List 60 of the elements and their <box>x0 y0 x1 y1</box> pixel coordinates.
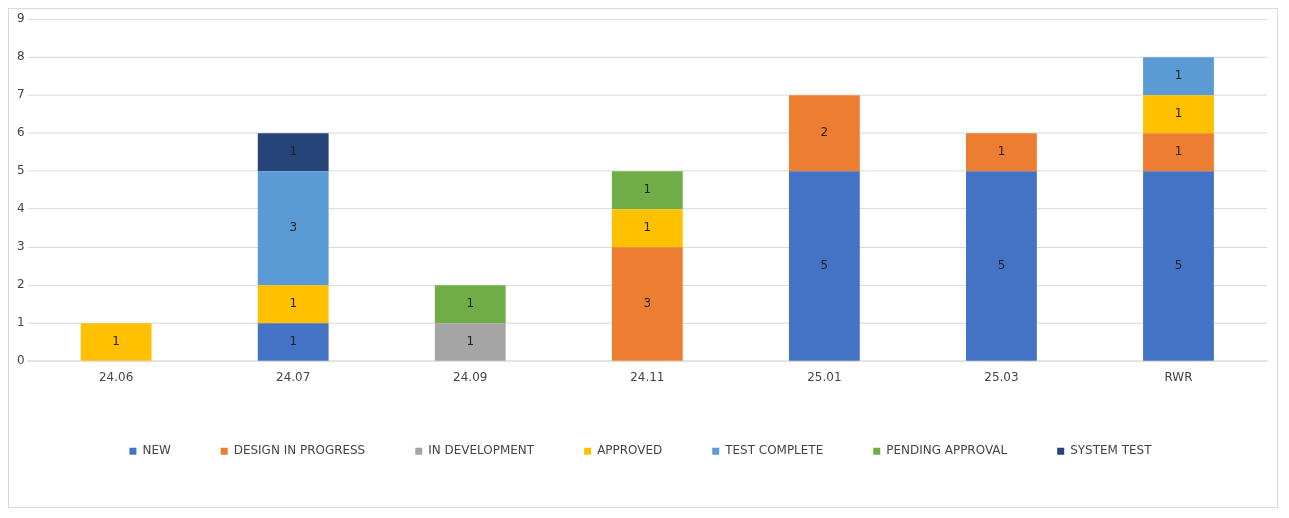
bar <box>257 133 329 172</box>
bar <box>257 171 329 286</box>
bar <box>80 323 152 361</box>
y-tick-label: 1 <box>16 315 25 330</box>
y-tick-label: 5 <box>16 163 25 178</box>
x-tick-label: 24.09 <box>453 370 488 385</box>
legend-label: PENDING APPROVAL <box>886 443 1008 458</box>
data-label: 3 <box>643 296 652 311</box>
data-label: 2 <box>820 125 829 140</box>
x-tick-label: 24.11 <box>630 370 665 385</box>
y-tick-label: 6 <box>16 125 25 140</box>
data-label: 1 <box>112 334 120 349</box>
bar <box>611 171 683 210</box>
data-label: 1 <box>466 334 475 349</box>
data-label: 5 <box>820 258 829 273</box>
bar <box>434 323 506 361</box>
bar <box>788 95 860 172</box>
data-label: 1 <box>1174 106 1183 121</box>
x-tick-label: RWR <box>1164 370 1193 385</box>
bar <box>434 285 506 324</box>
bar <box>966 171 1037 361</box>
data-label: 1 <box>289 334 297 349</box>
x-tick-label: 24.07 <box>276 370 311 385</box>
bar <box>1143 133 1214 172</box>
data-label: 1 <box>466 296 475 311</box>
bar <box>1143 171 1214 361</box>
data-label: 3 <box>289 220 297 235</box>
legend-label: NEW <box>142 443 171 458</box>
x-tick-label: 25.03 <box>984 370 1019 385</box>
bar <box>1143 57 1214 96</box>
data-label: 1 <box>1174 68 1183 83</box>
legend-label: SYSTEM TEST <box>1070 443 1153 458</box>
bar <box>257 285 329 324</box>
bar <box>1143 95 1214 134</box>
bar <box>611 209 683 248</box>
legend-label: IN DEVELOPMENT <box>428 443 535 458</box>
data-label: 1 <box>643 182 652 197</box>
x-tick-label: 25.01 <box>807 370 842 385</box>
data-label: 5 <box>1174 258 1183 273</box>
y-tick-label: 9 <box>16 11 25 26</box>
data-label: 1 <box>997 144 1006 159</box>
data-label: 1 <box>289 144 297 159</box>
bar <box>611 247 683 361</box>
data-label: 1 <box>643 220 652 235</box>
legend-label: DESIGN IN PROGRESS <box>233 443 366 458</box>
bar <box>257 323 329 361</box>
data-label: 5 <box>997 258 1006 273</box>
y-tick-label: 3 <box>16 239 25 254</box>
y-tick-label: 0 <box>16 353 25 368</box>
legend-label: TEST COMPLETE <box>724 443 824 458</box>
x-tick-label: 24.06 <box>99 370 134 385</box>
data-label: 1 <box>289 296 297 311</box>
bar <box>788 171 860 361</box>
data-label: 1 <box>1174 144 1183 159</box>
legend-label: APPROVED <box>597 443 663 458</box>
y-tick-label: 4 <box>16 201 25 216</box>
y-tick-label: 8 <box>16 49 25 64</box>
y-tick-label: 2 <box>16 277 25 292</box>
y-tick-label: 7 <box>16 87 25 102</box>
bar <box>966 133 1037 172</box>
